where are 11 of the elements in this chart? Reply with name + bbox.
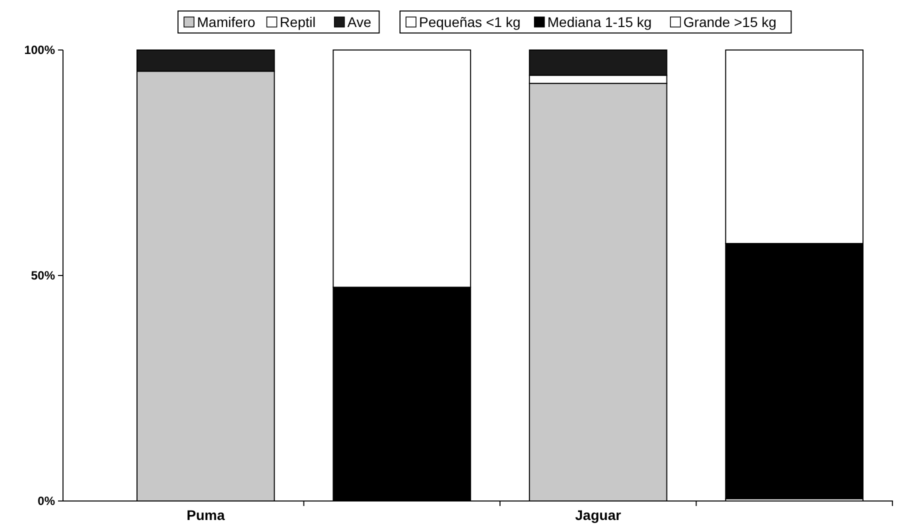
legend-label: Ave [347, 14, 372, 30]
y-tick-label: 100% [24, 43, 56, 58]
legend-label: Grande >15 kg [683, 14, 776, 30]
legend-label: Pequeñas <1 kg [419, 14, 521, 30]
legend-label: Reptil [280, 14, 316, 30]
legend-label: Mamifero [197, 14, 256, 30]
y-tick-label: 50% [30, 268, 56, 283]
legend-label: Mediana 1-15 kg [547, 14, 652, 30]
x-tick-label: Puma [186, 507, 225, 523]
x-tick-label: Jaguar [575, 507, 622, 523]
y-tick-label: 0% [38, 494, 56, 508]
